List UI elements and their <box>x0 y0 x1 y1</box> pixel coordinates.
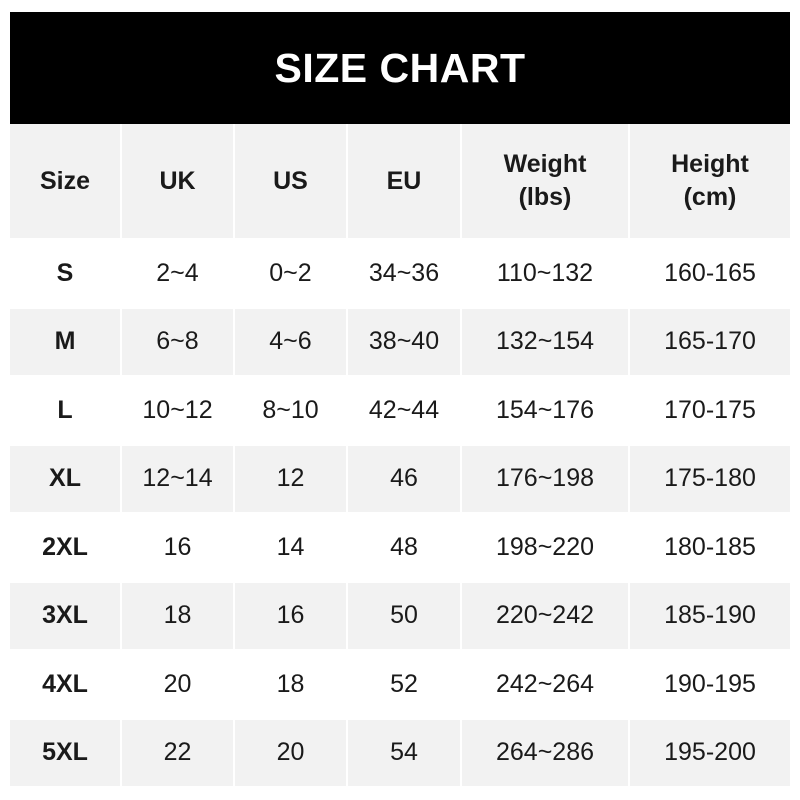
cell-height: 175-180 <box>628 443 790 514</box>
column-header-uk: UK <box>120 124 235 239</box>
cell-eu: 54 <box>346 717 462 788</box>
cell-height: 190-195 <box>628 649 790 720</box>
cell-weight: 154~176 <box>460 375 630 446</box>
cell-us: 8~10 <box>233 375 348 446</box>
cell-us: 18 <box>233 649 348 720</box>
table-header: Size UK US EU Weight (lbs) Height (cm) <box>10 124 790 239</box>
column-header-eu-label: EU <box>386 166 422 195</box>
cell-weight: 176~198 <box>460 443 630 514</box>
table-row: M 6~8 4~6 38~40 132~154 165-170 <box>10 306 790 377</box>
size-chart-table: Size UK US EU Weight (lbs) Height (cm) <box>10 124 790 788</box>
page-title: SIZE CHART <box>274 44 526 91</box>
cell-us: 12 <box>233 443 348 514</box>
cell-eu: 38~40 <box>346 306 462 377</box>
cell-eu: 34~36 <box>346 238 462 309</box>
cell-size: 2XL <box>10 512 122 583</box>
column-header-eu: EU <box>346 124 462 239</box>
cell-size: M <box>10 306 122 377</box>
table-row: 4XL 20 18 52 242~264 190-195 <box>10 649 790 720</box>
cell-weight: 132~154 <box>460 306 630 377</box>
cell-height: 170-175 <box>628 375 790 446</box>
cell-size: 3XL <box>10 580 122 651</box>
cell-eu: 52 <box>346 649 462 720</box>
column-header-size: Size <box>10 124 122 239</box>
cell-size: 4XL <box>10 649 122 720</box>
table-body: S 2~4 0~2 34~36 110~132 160-165 M 6~8 4~… <box>10 238 790 788</box>
cell-uk: 6~8 <box>120 306 235 377</box>
cell-eu: 50 <box>346 580 462 651</box>
cell-eu: 46 <box>346 443 462 514</box>
column-header-height-unit: (cm) <box>683 183 737 211</box>
cell-weight: 220~242 <box>460 580 630 651</box>
cell-uk: 16 <box>120 512 235 583</box>
cell-size: S <box>10 238 122 309</box>
table-row: 3XL 18 16 50 220~242 185-190 <box>10 580 790 651</box>
cell-weight: 264~286 <box>460 717 630 788</box>
column-header-height-label: Height <box>671 150 749 178</box>
column-header-uk-label: UK <box>159 166 196 195</box>
cell-uk: 20 <box>120 649 235 720</box>
table-row: XL 12~14 12 46 176~198 175-180 <box>10 443 790 514</box>
cell-height: 185-190 <box>628 580 790 651</box>
cell-height: 180-185 <box>628 512 790 583</box>
cell-us: 20 <box>233 717 348 788</box>
cell-uk: 12~14 <box>120 443 235 514</box>
cell-size: 5XL <box>10 717 122 788</box>
cell-weight: 198~220 <box>460 512 630 583</box>
cell-uk: 10~12 <box>120 375 235 446</box>
cell-height: 160-165 <box>628 238 790 309</box>
column-header-height: Height (cm) <box>628 124 790 239</box>
cell-us: 16 <box>233 580 348 651</box>
cell-us: 14 <box>233 512 348 583</box>
cell-us: 4~6 <box>233 306 348 377</box>
column-header-weight-unit: (lbs) <box>518 183 572 211</box>
cell-uk: 22 <box>120 717 235 788</box>
cell-eu: 48 <box>346 512 462 583</box>
cell-weight: 110~132 <box>460 238 630 309</box>
cell-size: L <box>10 375 122 446</box>
table-header-row: Size UK US EU Weight (lbs) Height (cm) <box>10 124 790 239</box>
table-row: 5XL 22 20 54 264~286 195-200 <box>10 717 790 788</box>
column-header-us-label: US <box>273 166 308 195</box>
cell-weight: 242~264 <box>460 649 630 720</box>
column-header-us: US <box>233 124 348 239</box>
cell-height: 165-170 <box>628 306 790 377</box>
cell-uk: 2~4 <box>120 238 235 309</box>
cell-height: 195-200 <box>628 717 790 788</box>
size-chart-banner: SIZE CHART <box>10 12 790 124</box>
cell-eu: 42~44 <box>346 375 462 446</box>
column-header-size-label: Size <box>39 166 91 195</box>
cell-uk: 18 <box>120 580 235 651</box>
table-row: 2XL 16 14 48 198~220 180-185 <box>10 512 790 583</box>
table-row: L 10~12 8~10 42~44 154~176 170-175 <box>10 375 790 446</box>
cell-size: XL <box>10 443 122 514</box>
table-row: S 2~4 0~2 34~36 110~132 160-165 <box>10 238 790 309</box>
column-header-weight: Weight (lbs) <box>460 124 630 239</box>
column-header-weight-label: Weight <box>503 150 587 178</box>
cell-us: 0~2 <box>233 238 348 309</box>
